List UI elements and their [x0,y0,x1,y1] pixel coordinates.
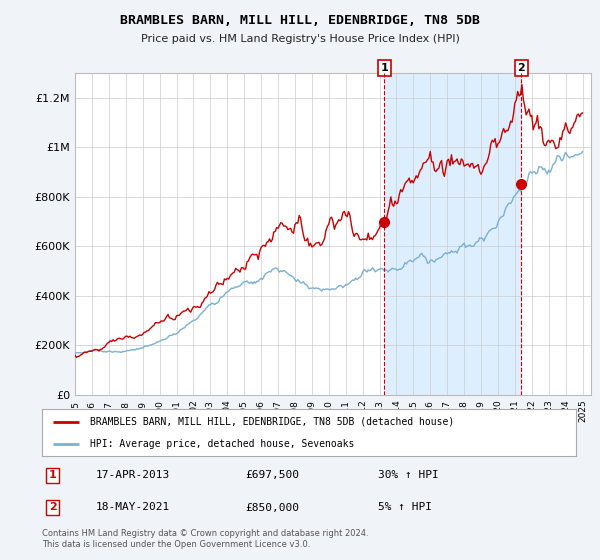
Text: 17-APR-2013: 17-APR-2013 [95,470,170,480]
Text: 5% ↑ HPI: 5% ↑ HPI [379,502,433,512]
Text: 18-MAY-2021: 18-MAY-2021 [95,502,170,512]
Text: 2: 2 [517,63,525,73]
Text: 1: 1 [49,470,56,480]
Text: 2: 2 [49,502,56,512]
Bar [385,73,521,395]
Text: £697,500: £697,500 [245,470,299,480]
Text: Price paid vs. HM Land Registry's House Price Index (HPI): Price paid vs. HM Land Registry's House … [140,34,460,44]
Text: BRAMBLES BARN, MILL HILL, EDENBRIDGE, TN8 5DB (detached house): BRAMBLES BARN, MILL HILL, EDENBRIDGE, TN… [90,417,454,427]
Text: HPI: Average price, detached house, Sevenoaks: HPI: Average price, detached house, Seve… [90,438,355,449]
Text: BRAMBLES BARN, MILL HILL, EDENBRIDGE, TN8 5DB: BRAMBLES BARN, MILL HILL, EDENBRIDGE, TN… [120,14,480,27]
Text: 1: 1 [380,63,388,73]
Text: £850,000: £850,000 [245,502,299,512]
Text: Contains HM Land Registry data © Crown copyright and database right 2024.
This d: Contains HM Land Registry data © Crown c… [42,529,368,549]
Text: 30% ↑ HPI: 30% ↑ HPI [379,470,439,480]
